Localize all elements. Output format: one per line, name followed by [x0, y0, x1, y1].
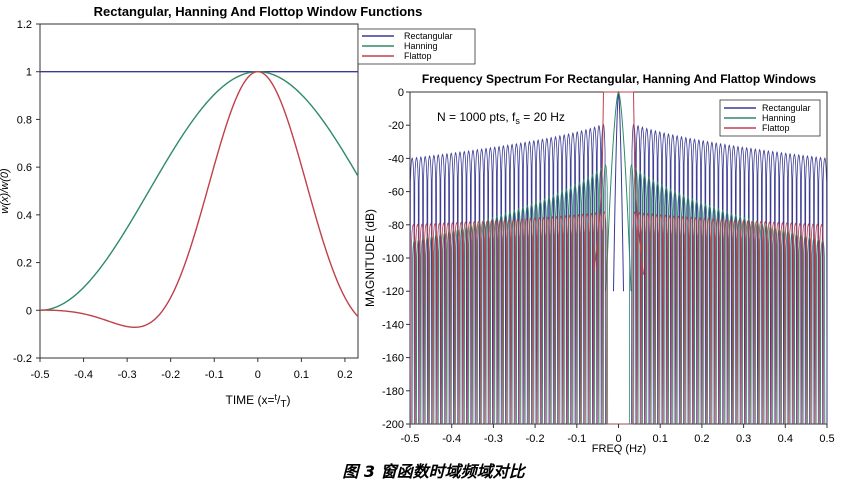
right-chart-title: Frequency Spectrum For Rectangular, Hann…	[422, 72, 816, 86]
right-x-tick-label: 0.3	[736, 433, 751, 445]
right-y-tick-label: -180	[382, 386, 404, 398]
right-y-tick-label: -80	[388, 220, 404, 232]
left-x-tick-label: 0.1	[294, 369, 309, 381]
right-y-tick-label: -100	[382, 253, 404, 265]
right-y-tick-label: -200	[382, 419, 404, 431]
left-x-tick-label: -0.1	[205, 369, 224, 381]
spectrum-annotation: N = 1000 pts, fs = 20 Hz	[437, 110, 565, 126]
right-y-tick-label: -20	[388, 120, 404, 132]
window-functions-chart: Rectangular, Hanning And Flottop Window …	[0, 4, 476, 410]
right-y-tick-label: 0	[398, 87, 404, 99]
right-mainlobe-flattop	[592, 91, 645, 275]
right-legend-label: Hanning	[762, 113, 796, 123]
right-x-tick-label: -0.1	[567, 433, 586, 445]
left-x-axis-label: TIME (x=t/T)	[226, 392, 291, 410]
right-legend-label: Flattop	[762, 123, 790, 133]
right-series-flattop	[410, 211, 825, 425]
right-y-axis-label: MAGNITUDE (dB)	[363, 209, 377, 307]
left-y-axis: 1.2 1 0.8 0.6 0.4 0.2 0 -0.2	[13, 19, 40, 365]
left-series-group	[39, 70, 359, 328]
right-x-tick-label: 0.1	[653, 433, 668, 445]
left-y-tick-label: 0.2	[17, 258, 32, 270]
left-x-tick-label: 0.2	[337, 369, 352, 381]
left-x-axis: -0.5 -0.4 -0.3 -0.2 -0.1 0 0.1 0.2	[31, 358, 353, 381]
left-y-axis-label: w(x)/w(0)	[0, 168, 11, 214]
left-y-tick-label: 1.2	[17, 19, 32, 31]
right-x-tick-label: -0.4	[442, 433, 461, 445]
left-y-tick-label: 0.4	[17, 210, 32, 222]
left-x-tick-label: -0.5	[31, 369, 50, 381]
right-x-axis: -0.5 -0.4 -0.3 -0.2 -0.1 0 0.1 0.2 0.3 0.4 0.5	[401, 424, 835, 445]
left-x-tick-label: -0.4	[74, 369, 93, 381]
right-x-axis-label: FREQ (Hz)	[592, 443, 646, 455]
left-x-tick-label: -0.2	[161, 369, 180, 381]
left-series-flattop	[40, 70, 359, 328]
left-plot-area	[39, 23, 359, 359]
left-y-tick-label: 0	[26, 305, 32, 317]
right-x-tick-label: -0.5	[401, 433, 420, 445]
left-y-tick-label: 0.8	[17, 114, 32, 126]
left-x-tick-label: 0	[255, 369, 261, 381]
left-y-tick-label: -0.2	[13, 353, 32, 365]
figure-caption: 图 3 窗函数时域频域对比	[342, 462, 525, 481]
right-y-axis: 0 -20 -40 -60 -80 -100 -120 -140 -160 -180 -200	[382, 87, 410, 431]
frequency-spectrum-chart: Frequency Spectrum For Rectangular, Hann…	[361, 72, 867, 458]
left-chart-title: Rectangular, Hanning And Flottop Window …	[94, 4, 423, 19]
right-x-tick-label: 0	[615, 433, 621, 445]
right-y-tick-label: -60	[388, 187, 404, 199]
right-x-tick-label: -0.2	[526, 433, 545, 445]
right-x-tick-label: -0.3	[484, 433, 503, 445]
right-y-tick-label: -40	[388, 153, 404, 165]
right-y-tick-label: -160	[382, 353, 404, 365]
left-series-hanning	[39, 71, 359, 311]
right-x-tick-label: 0.5	[819, 433, 834, 445]
left-legend-label: Hanning	[404, 41, 438, 51]
left-legend-label: Flattop	[404, 51, 432, 61]
right-y-tick-label: -140	[382, 319, 404, 331]
right-x-tick-label: 0.2	[694, 433, 709, 445]
left-x-tick-label: -0.3	[118, 369, 137, 381]
left-legend-label: Rectangular	[404, 31, 453, 41]
left-y-tick-label: 0.6	[17, 162, 32, 174]
right-legend-label: Rectangular	[762, 103, 811, 113]
right-y-tick-label: -120	[382, 286, 404, 298]
right-x-tick-label: 0.4	[778, 433, 793, 445]
left-y-tick-label: 1	[26, 67, 32, 79]
